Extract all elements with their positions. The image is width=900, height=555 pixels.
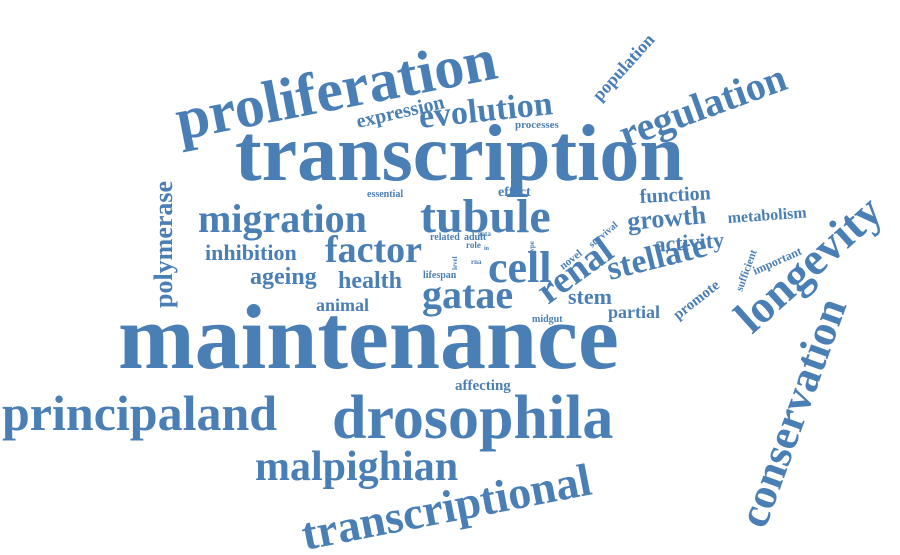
word-cell: cell (488, 243, 552, 292)
word-principaland: principaland (2, 385, 277, 441)
word-adult: adult (464, 232, 487, 243)
word-promote: promote (671, 277, 724, 323)
word-gata: gata (478, 230, 491, 238)
word-processes: processes (515, 119, 560, 131)
word-gatae: gatae (422, 272, 513, 317)
word-tubule: tubule (420, 190, 551, 243)
word-activity: activity (654, 227, 725, 257)
word-related: related (430, 232, 460, 243)
word-affecting: affecting (455, 378, 511, 394)
word-health: health (338, 268, 402, 294)
word-regulation: regulation (613, 54, 793, 156)
word-rna: rna (471, 258, 482, 266)
word-function: function (639, 182, 711, 208)
word-effect: effect (498, 185, 531, 200)
word-level: level (451, 256, 459, 270)
word-in: in (484, 246, 490, 252)
word-population: population (588, 30, 658, 105)
word-ageing: ageing (250, 264, 317, 290)
word-animal: animal (316, 295, 369, 315)
word-factor: factor (325, 229, 422, 271)
word-role: role (466, 240, 481, 250)
word-transcription: transcription (235, 110, 684, 198)
word-migration: migration (198, 196, 367, 241)
word-metabolism: metabolism (727, 204, 808, 227)
word-inhibition: inhibition (205, 240, 297, 265)
word-type: type (528, 241, 536, 254)
word-drosophila: drosophila (332, 384, 613, 452)
word-midgut: midgut (532, 314, 563, 325)
word-partial: partial (608, 302, 660, 322)
word-malpighian: malpighian (255, 444, 458, 490)
word-stem: stem (568, 284, 612, 309)
word-growth: growth (626, 200, 708, 236)
word-polymerase: polymerase (149, 181, 178, 308)
word-essential: essential (367, 189, 403, 200)
word-maintenance: maintenance (118, 286, 619, 388)
word-lifespan: lifespan (423, 270, 457, 281)
